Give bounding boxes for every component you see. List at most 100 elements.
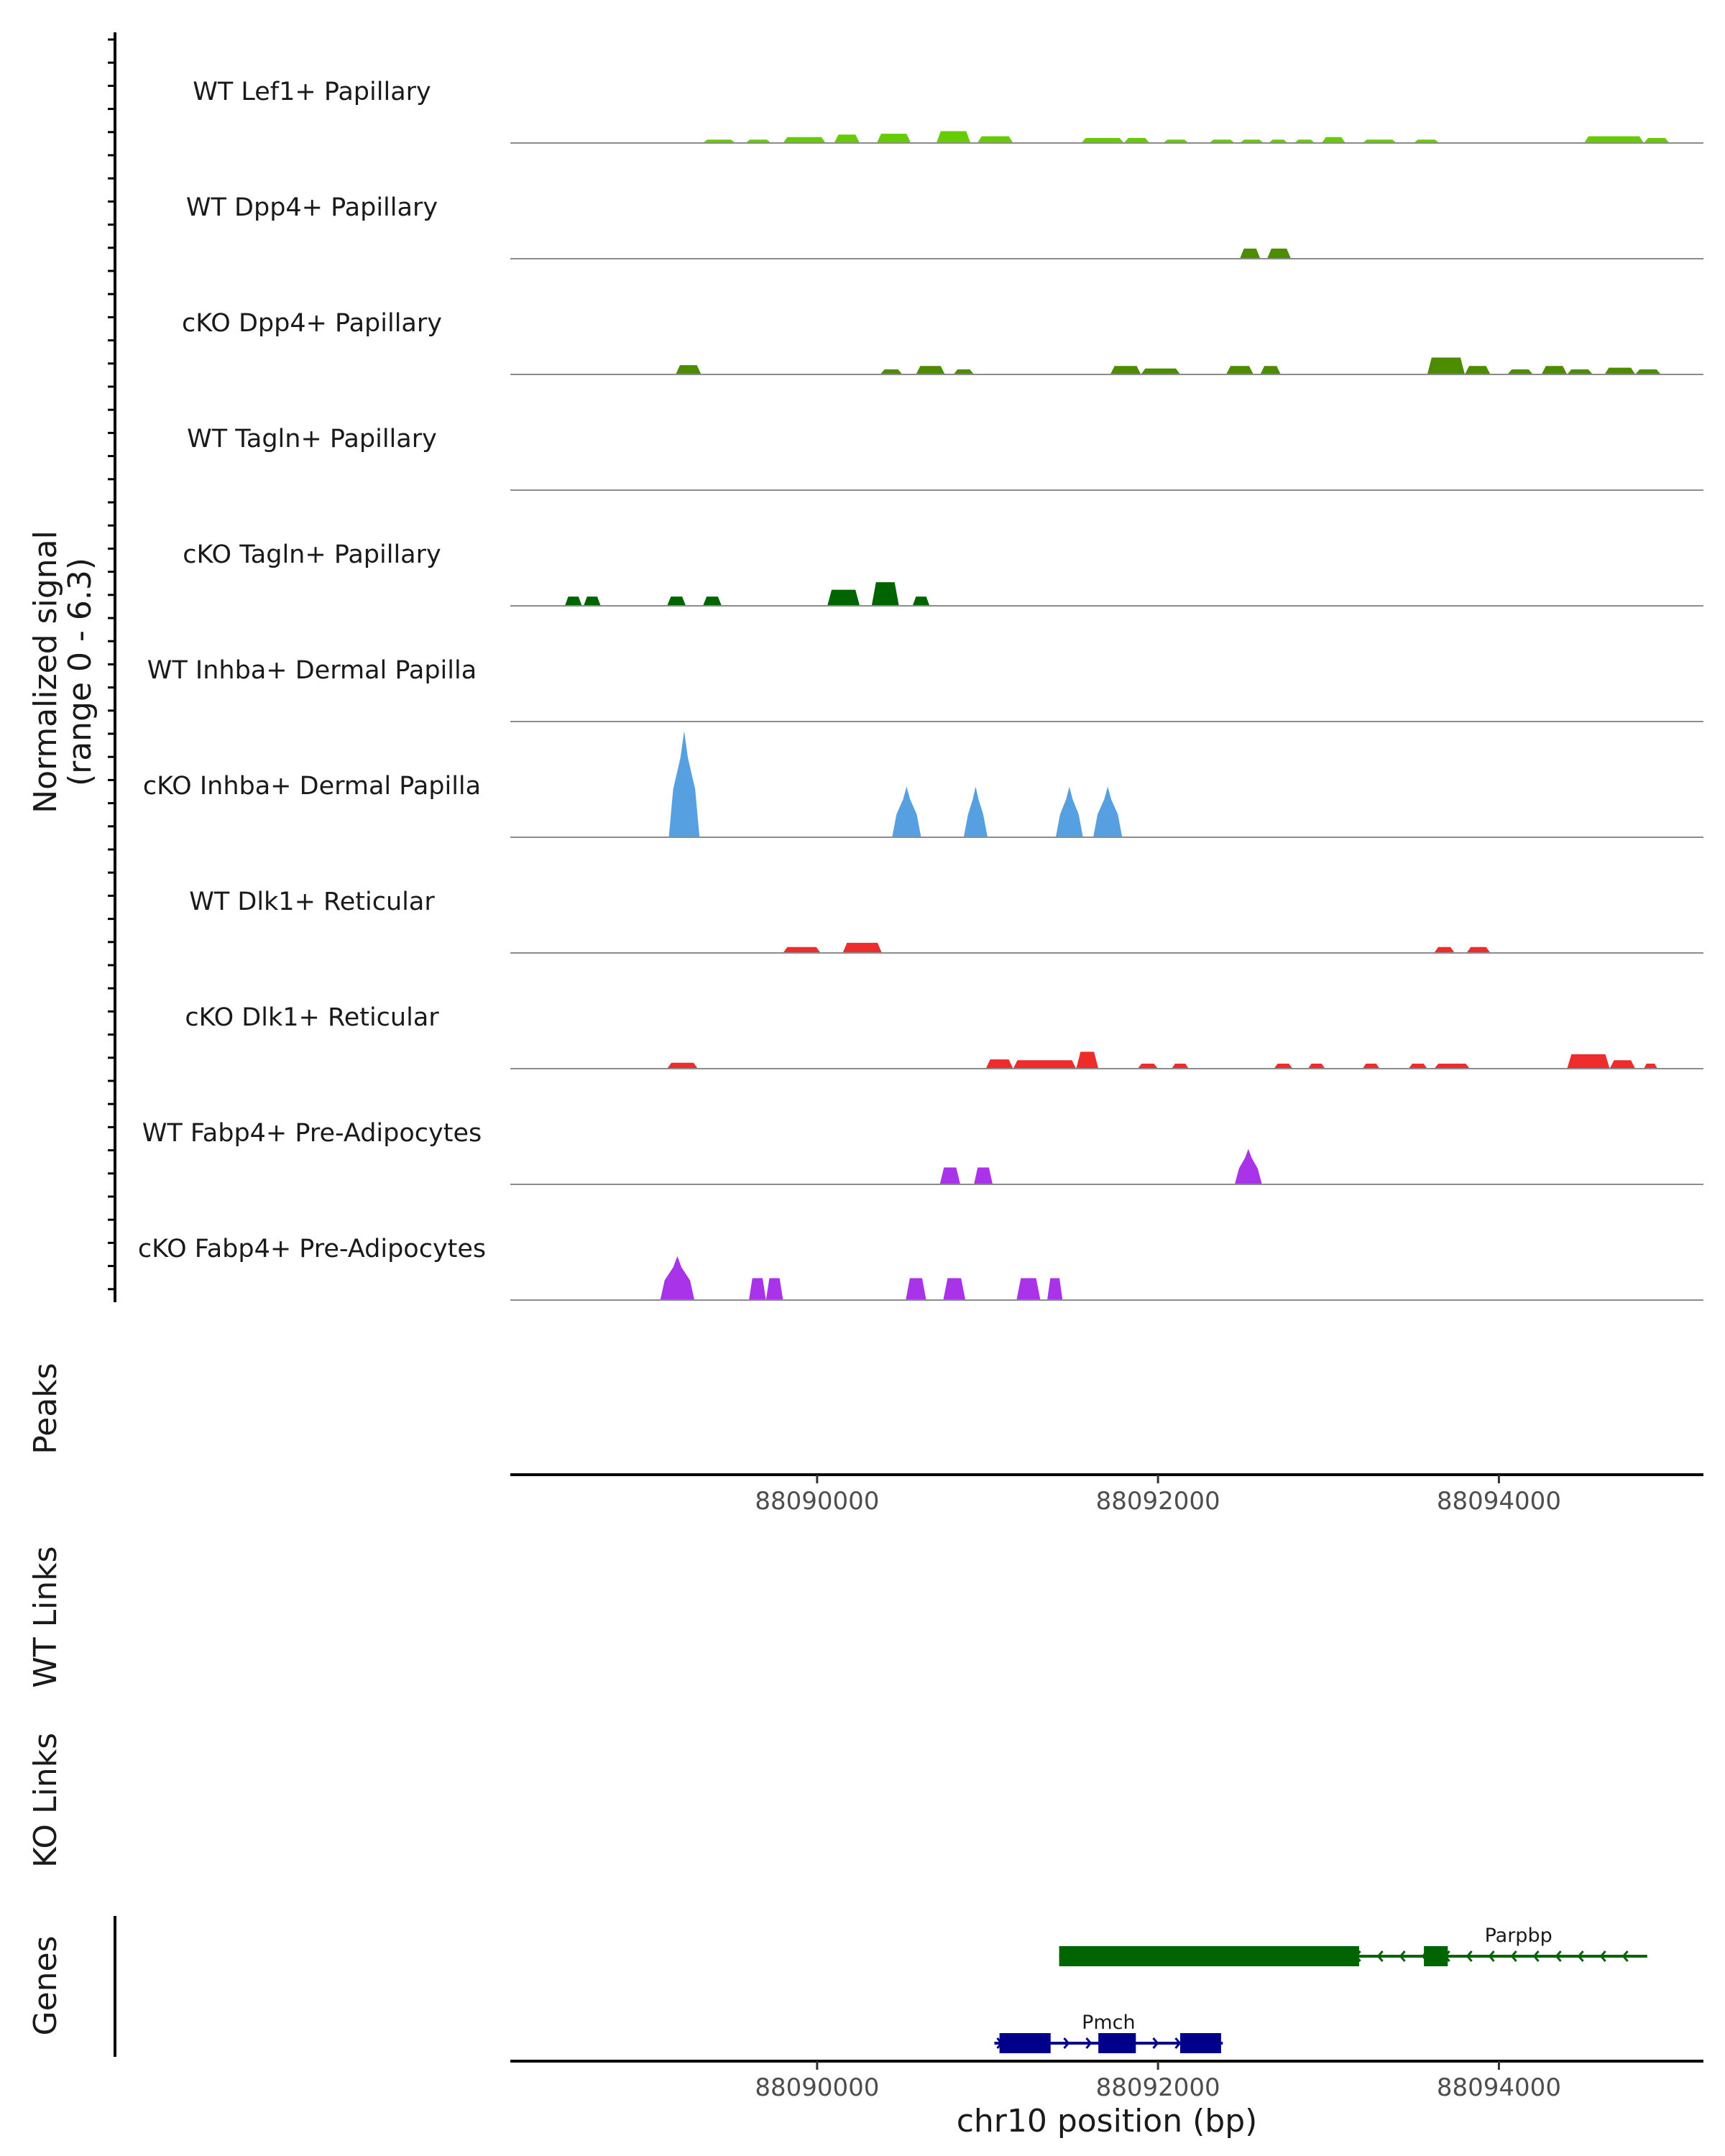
coverage-peak [842,942,882,953]
coverage-peak [1209,139,1235,143]
coverage-peak [1604,367,1636,374]
track-labels: WT Lef1+ Papillary WT Dpp4+ Papillary cKO … [138,78,486,1263]
gene-exon [1424,1946,1448,1966]
coverage-peak [702,596,722,606]
coverage-peak [1081,137,1124,143]
peaks-x-axis-ticks: 88090000 88092000 88094000 [755,1475,1561,1516]
coverage-peak [1427,357,1465,374]
strand-arrow [1085,2037,1092,2049]
strand-arrow [1174,2037,1182,2049]
coverage-peak [1274,1063,1293,1069]
track-label: cKO Fabp4+ Pre-Adipocytes [138,1235,486,1263]
coverage-peak [1362,1063,1380,1069]
coverage-peak [1239,248,1261,259]
coverage-peak [1567,1054,1610,1069]
coverage-peak [1507,369,1533,374]
coverage-peak [827,589,860,606]
strand-arrow [1510,1950,1517,1962]
y-axis-range-label: (range 0 - 6.3) [62,558,98,786]
coverage-peak [660,1256,695,1300]
track-label: WT Dpp4+ Papillary [186,193,438,222]
coverage-y-axis-ticks [108,38,115,1291]
strand-arrow [1622,1950,1629,1962]
coverage-peak [985,1059,1013,1069]
y-axis-title: Normalized signal [27,530,64,814]
gene-label: Parpbp [1485,1925,1552,1947]
coverage-peak [749,1278,766,1300]
gene-models: Parpbp Pmch [994,1925,1647,2053]
coverage-peak [1234,1148,1262,1184]
coverage-peak [943,1278,966,1300]
coverage-peak [1362,139,1397,143]
coverage-peak [876,134,911,143]
coverage-peak [1110,366,1141,374]
track-label: WT Lef1+ Papillary [193,78,431,106]
coverage-peak [1294,139,1315,143]
coverage-peak [974,1167,993,1184]
coverage-peak [583,596,601,606]
genes-track-title: Genes [27,1935,64,2035]
track-label: cKO Dlk1+ Reticular [185,1003,439,1032]
coverage-peak [871,582,899,606]
coverage-peak [953,369,975,374]
coverage-peak [1408,1063,1427,1069]
strand-arrow [1577,1950,1584,1962]
coverage-peak [1584,136,1644,143]
coverage-peak [1047,1278,1063,1300]
strand-arrow [1376,1950,1384,1962]
gene-exon [1179,2033,1221,2053]
wt-links-track-title: WT Links [27,1546,64,1687]
coverage-peak [1321,137,1346,143]
coverage-peak [916,366,945,374]
coverage-peak [1434,1063,1471,1069]
strand-arrow [1532,1950,1540,1962]
coverage-peak [1163,139,1189,143]
coverage-peak [765,1278,783,1300]
coverage-peak [906,1278,926,1300]
coverage-peak [783,137,826,143]
coverage-areas [564,131,1670,1300]
track-label: cKO Inhba+ Dermal Papilla [143,772,481,801]
track-label: WT Dlk1+ Reticular [189,888,435,916]
coverage-peak [1413,139,1440,143]
coverage-peak [1466,946,1491,953]
strand-arrow [1466,1950,1473,1962]
coverage-peak [1141,368,1180,374]
gene-exon [999,2033,1051,2053]
x-tick-label: 88092000 [1096,2073,1220,2102]
x-tick-label: 88090000 [755,2073,879,2102]
coverage-peak [676,365,702,374]
coverage-peak [668,731,700,837]
coverage-peak [939,1167,961,1184]
x-tick-label: 88094000 [1437,1487,1561,1516]
track-label: cKO Dpp4+ Papillary [182,309,442,338]
coverage-peak [1226,366,1254,374]
peaks-track-title: Peaks [27,1363,64,1454]
coverage-peak [564,596,582,606]
coverage-peak [1055,786,1083,837]
track-label: WT Inhba+ Dermal Papilla [147,656,477,685]
coverage-peak [1239,139,1264,143]
coverage-peak [1013,1060,1077,1069]
gene-exon [1059,1946,1359,1966]
coverage-peak [1266,248,1292,259]
coverage-peak [667,1062,698,1069]
strand-arrow [1399,1950,1406,1962]
coverage-peak [783,946,821,953]
coverage-peak [1567,369,1593,374]
strand-arrow [1555,1950,1562,1962]
coverage-peak [1172,1063,1189,1069]
coverage-peak [1609,1060,1636,1069]
coverage-peak [1269,139,1288,143]
coverage-peak [745,139,771,143]
coverage-peak [1093,786,1123,837]
strand-arrow [1063,2037,1070,2049]
coverage-peak [834,134,860,143]
coverage-peak [1434,946,1455,953]
x-tick-label: 88094000 [1437,2073,1561,2102]
coverage-peak [1016,1278,1041,1300]
strand-arrow [1152,2037,1159,2049]
x-tick-label: 88092000 [1096,1487,1220,1516]
coverage-peak [1123,137,1150,143]
